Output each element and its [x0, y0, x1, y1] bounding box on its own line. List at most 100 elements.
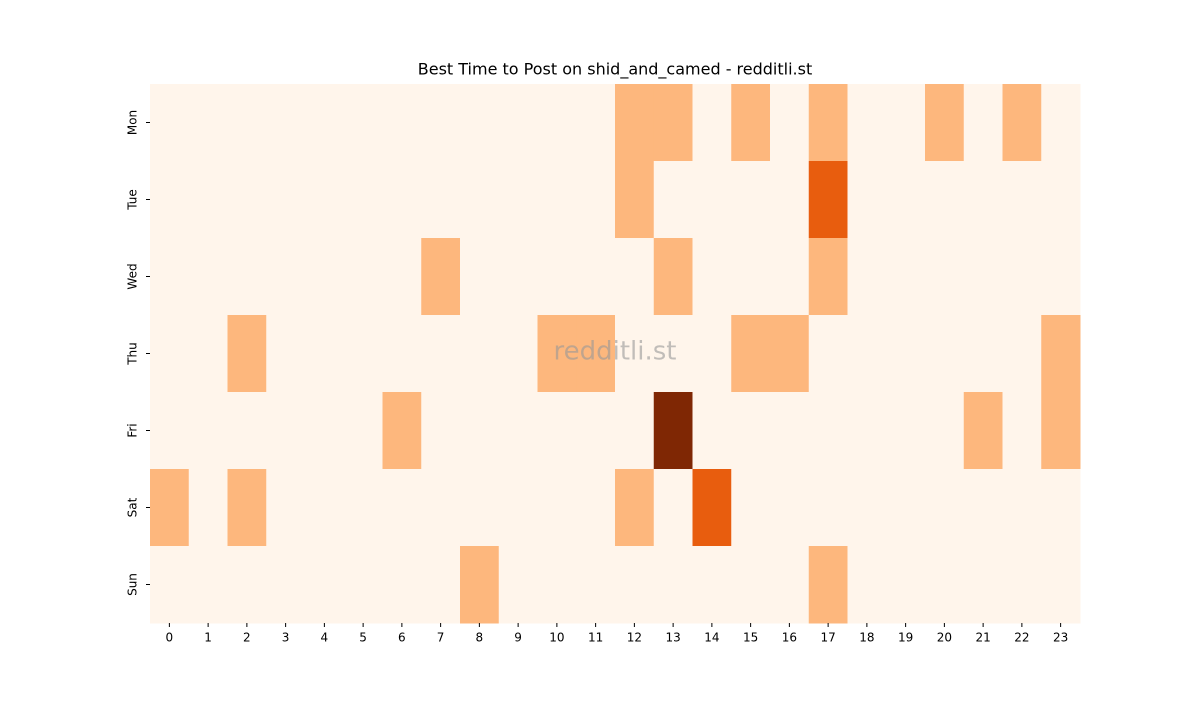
heatmap-cell	[227, 546, 267, 624]
x-tick-label: 23	[1053, 631, 1068, 645]
heatmap-cell	[615, 161, 655, 239]
heatmap-cell	[188, 315, 228, 393]
heatmap-cell	[382, 161, 422, 239]
x-tick-label: 3	[282, 631, 290, 645]
heatmap-cell	[498, 84, 538, 162]
heatmap-cell	[537, 84, 577, 162]
y-tick-label: Sat	[126, 497, 140, 517]
x-tick-label: 8	[476, 631, 484, 645]
heatmap-cell	[731, 161, 771, 239]
x-tick-label: 17	[820, 631, 835, 645]
heatmap-cell	[692, 469, 732, 547]
heatmap-cell	[498, 392, 538, 470]
heatmap-cell	[808, 392, 848, 470]
heatmap-cell	[343, 238, 383, 316]
heatmap-cell	[1041, 392, 1081, 470]
y-tick-label: Fri	[126, 423, 140, 437]
heatmap-cell	[886, 84, 926, 162]
heatmap-cell	[460, 84, 500, 162]
x-tick-label: 7	[437, 631, 445, 645]
watermark: redditli.st	[554, 337, 677, 367]
heatmap-cell	[460, 546, 500, 624]
heatmap-cell	[963, 392, 1003, 470]
heatmap-cell	[343, 315, 383, 393]
y-tick-label: Mon	[126, 110, 140, 135]
heatmap-cell	[925, 238, 965, 316]
x-tick-label: 4	[321, 631, 329, 645]
heatmap-cell	[925, 161, 965, 239]
heatmap-cell	[653, 315, 693, 393]
heatmap-cell	[305, 546, 345, 624]
heatmap-cell	[615, 469, 655, 547]
heatmap-cell	[731, 315, 771, 393]
heatmap-cell	[847, 315, 887, 393]
heatmap-cell	[731, 469, 771, 547]
heatmap-cell	[1041, 161, 1081, 239]
x-tick-label: 12	[627, 631, 642, 645]
heatmap-cell	[1002, 315, 1042, 393]
heatmap-cell	[847, 546, 887, 624]
heatmap-cell	[731, 392, 771, 470]
x-tick-label: 16	[782, 631, 797, 645]
heatmap-cell	[150, 238, 190, 316]
heatmap-cell	[1002, 546, 1042, 624]
heatmap-cell	[963, 161, 1003, 239]
heatmap-cell	[1002, 161, 1042, 239]
heatmap-cell	[653, 469, 693, 547]
heatmap-cell	[1002, 238, 1042, 316]
x-tick-label: 15	[743, 631, 758, 645]
heatmap-cell	[1041, 84, 1081, 162]
heatmap-cell	[421, 238, 461, 316]
heatmap-cell	[382, 546, 422, 624]
heatmap-cell	[498, 315, 538, 393]
x-tick-label: 18	[859, 631, 874, 645]
heatmap-cell	[498, 546, 538, 624]
heatmap-cell	[770, 238, 810, 316]
heatmap-cell	[808, 161, 848, 239]
heatmap-cell	[692, 546, 732, 624]
heatmap-cell	[305, 392, 345, 470]
x-tick-label: 13	[665, 631, 680, 645]
heatmap-cell	[653, 546, 693, 624]
heatmap-cell	[808, 238, 848, 316]
heatmap-cell	[305, 84, 345, 162]
heatmap-cell	[266, 161, 306, 239]
heatmap-cell	[770, 161, 810, 239]
heatmap-cell	[537, 546, 577, 624]
heatmap-cell	[925, 315, 965, 393]
heatmap-cell	[150, 546, 190, 624]
heatmap-cell	[886, 238, 926, 316]
heatmap-cell	[653, 84, 693, 162]
heatmap-cell	[847, 238, 887, 316]
heatmap-cell	[188, 84, 228, 162]
x-tick-label: 6	[398, 631, 406, 645]
x-tick-label: 5	[359, 631, 367, 645]
heatmap-cell	[537, 392, 577, 470]
heatmap-cell	[421, 315, 461, 393]
heatmap-cell	[537, 238, 577, 316]
heatmap-cell	[421, 161, 461, 239]
heatmap-cell	[1041, 238, 1081, 316]
heatmap-cell	[266, 315, 306, 393]
heatmap-cell	[615, 84, 655, 162]
heatmap-cell	[537, 469, 577, 547]
heatmap-cell	[305, 238, 345, 316]
heatmap-cell	[615, 546, 655, 624]
x-tick-label: 9	[514, 631, 522, 645]
heatmap-cell	[808, 84, 848, 162]
heatmap-cell	[1002, 84, 1042, 162]
y-tick-label: Thu	[126, 342, 140, 366]
heatmap-cell	[963, 238, 1003, 316]
heatmap-cell	[576, 315, 616, 393]
heatmap-cell	[963, 469, 1003, 547]
heatmap-cell	[692, 315, 732, 393]
heatmap-cell	[1041, 315, 1081, 393]
x-tick-label: 20	[937, 631, 952, 645]
heatmap-cell	[925, 546, 965, 624]
heatmap-cell	[615, 392, 655, 470]
heatmap-cell	[808, 315, 848, 393]
heatmap-cell	[266, 84, 306, 162]
heatmap-cell	[963, 315, 1003, 393]
heatmap-cell	[886, 315, 926, 393]
